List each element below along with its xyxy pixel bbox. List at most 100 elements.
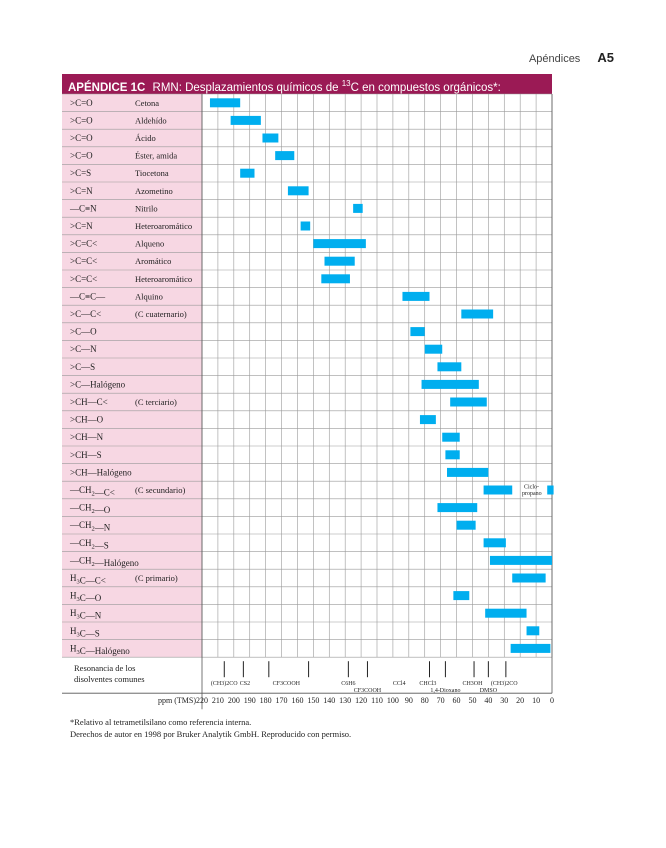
solvent-label: CF3COOH: [273, 681, 301, 687]
shift-range-bar: [456, 520, 476, 530]
solvent-label: CS2: [240, 681, 250, 687]
shift-range-bar: [410, 327, 425, 337]
x-tick-label: 150: [307, 696, 319, 705]
solvent-label: (CH3)2CO: [491, 680, 518, 687]
row-group-label: >C=C<: [70, 274, 97, 284]
row-compound-label: (C secundario): [135, 485, 185, 495]
shift-range-bar: [262, 133, 279, 143]
shift-range-bar: [275, 151, 295, 161]
shift-range-bar: [445, 450, 460, 460]
shift-range-bar: [437, 362, 462, 372]
x-tick-label: 10: [532, 696, 540, 705]
row-group-label: —CH2—N: [69, 520, 111, 533]
x-tick-label: 170: [276, 696, 288, 705]
row-group-label: H3C—N: [70, 608, 102, 621]
row-compound-label: Ácido: [135, 133, 156, 143]
row-group-label: >CH—S: [70, 450, 102, 460]
row-compound-label: Nitrilo: [135, 203, 158, 213]
row-group-label: —CH2—Halógeno: [69, 555, 139, 568]
footnote-reference: *Relativo al tetrametilsilano como refer…: [70, 717, 252, 727]
row-group-label: H3C—Halógeno: [70, 643, 130, 656]
solvent-label: CH3OH: [462, 681, 483, 687]
x-tick-label: 110: [371, 696, 383, 705]
shift-range-bar: [419, 415, 436, 425]
x-tick-label: 40: [484, 696, 492, 705]
row-group-label: H3C—C<: [70, 573, 106, 586]
isotope-superscript: 13: [341, 79, 351, 88]
row-group-label: >C=O: [70, 133, 93, 143]
row-group-label: >C=N: [70, 221, 93, 231]
x-tick-label: 120: [355, 696, 367, 705]
x-tick-label: 90: [405, 696, 413, 705]
row-compound-label: Azometino: [135, 186, 173, 196]
x-tick-label: 180: [260, 696, 272, 705]
row-group-label: >CH—O: [70, 415, 104, 425]
footnotes: *Relativo al tetrametilsilano como refer…: [70, 716, 351, 740]
x-tick-label: 50: [468, 696, 476, 705]
row-group-label: >CH—N: [70, 432, 104, 442]
row-compound-label: Aldehído: [135, 115, 167, 125]
solvent-label: (CH3)2CO: [211, 680, 238, 687]
page-header: Apéndices A5: [529, 50, 614, 65]
shift-range-bar: [230, 115, 261, 125]
x-tick-label: 130: [339, 696, 351, 705]
x-tick-label: 140: [323, 696, 335, 705]
row-group-label: >C—S: [70, 362, 95, 372]
shift-range-bar: [510, 643, 551, 653]
row-group-label: >C—Halógeno: [70, 379, 126, 389]
row-group-label: >C—N: [70, 344, 97, 354]
x-tick-label: 0: [550, 696, 554, 705]
x-tick-label: 20: [516, 696, 524, 705]
row-group-label: —CH2—S: [69, 538, 109, 551]
x-tick-label: 30: [500, 696, 508, 705]
solvent-row-label-1: Resonancia de los: [74, 663, 135, 673]
solvent-label: CF3COOH: [354, 688, 382, 694]
x-tick-label: 200: [228, 696, 240, 705]
shift-range-bar: [321, 274, 350, 284]
row-group-label: >C=O: [70, 115, 93, 125]
row-compound-label: Alquino: [135, 291, 163, 301]
row-compound-label: (C primario): [135, 573, 178, 583]
cyclopropane-label-2: propano: [522, 491, 542, 497]
title-text-before: RMN: Desplazamientos químicos de: [152, 81, 342, 94]
x-tick-label: 60: [453, 696, 461, 705]
x-tick-label: 80: [421, 696, 429, 705]
title-text-after: C en compuestos orgánicos*:: [350, 81, 501, 94]
shift-range-bar: [209, 98, 241, 108]
row-group-label: >C=N: [70, 186, 93, 196]
x-tick-label: 100: [387, 696, 399, 705]
row-group-label: >C—O: [70, 327, 97, 337]
x-axis-label: ppm (TMS): [158, 696, 196, 705]
row-compound-label: Heteroaromático: [135, 221, 192, 231]
row-compound-label: Éster, amida: [135, 151, 177, 161]
appendix-label: APÉNDICE 1C: [68, 81, 146, 94]
row-group-label: >C=O: [70, 151, 93, 161]
row-compound-label: Tiocetona: [135, 168, 169, 178]
shift-range-bar: [526, 626, 540, 636]
row-group-label: —C≡N: [69, 203, 97, 213]
x-tick-label: 70: [437, 696, 445, 705]
x-tick-label: 190: [244, 696, 256, 705]
cyclopropane-bar: [547, 485, 554, 495]
row-group-label: >C=C<: [70, 256, 97, 266]
shift-range-bar: [402, 291, 430, 301]
section-name: Apéndices: [528, 53, 581, 65]
solvent-label: DMSO: [480, 688, 498, 694]
row-group-label: >C=O: [70, 98, 93, 108]
shift-range-bar: [483, 485, 513, 495]
row-group-label: >C—C<: [70, 309, 101, 319]
shift-range-bar: [447, 467, 489, 477]
shift-range-bar: [450, 397, 487, 407]
row-compound-label: (C cuaternario): [135, 309, 187, 319]
shift-range-bar: [353, 203, 363, 213]
x-tick-label: 210: [212, 696, 224, 705]
shift-range-bar: [512, 573, 546, 583]
solvent-label: CHCl3: [419, 681, 436, 687]
shift-range-bar: [483, 538, 506, 548]
solvent-label: 1,4-Dioxano: [430, 688, 460, 694]
row-compound-label: Cetona: [135, 98, 159, 108]
shift-range-bar: [324, 256, 355, 266]
shift-range-bar: [313, 239, 366, 249]
shift-range-bar: [453, 591, 470, 601]
